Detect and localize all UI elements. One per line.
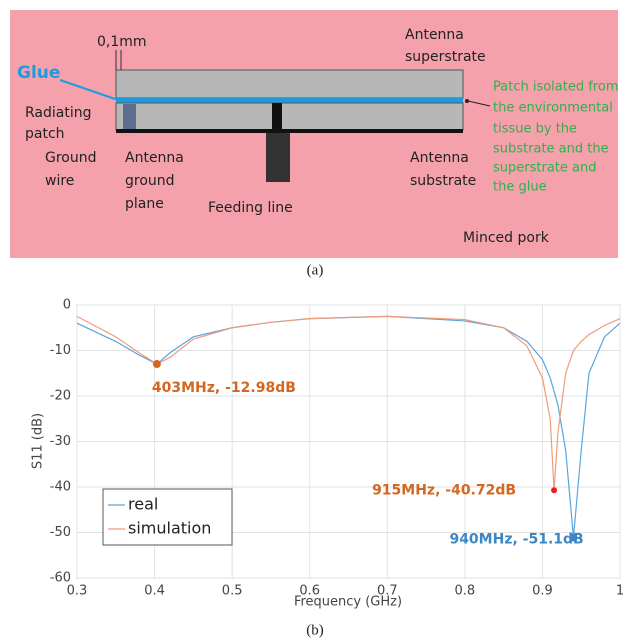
label: plane xyxy=(125,196,164,212)
x-tick-label: 0.9 xyxy=(532,584,553,599)
label: Radiating xyxy=(25,105,92,121)
y-tick-label: -20 xyxy=(50,389,71,404)
tissue-background xyxy=(10,10,618,258)
x-tick-label: 0.5 xyxy=(222,584,243,599)
y-tick-label: -10 xyxy=(50,343,71,358)
label: 0,1mm xyxy=(97,34,147,50)
ground-plane-shape xyxy=(116,129,463,133)
note: superstrate and xyxy=(493,161,596,176)
note: substrate and the xyxy=(493,142,609,157)
legend-box xyxy=(102,488,233,546)
legend-label: simulation xyxy=(128,519,211,538)
label: Feeding line xyxy=(208,200,293,216)
annotation-label: 940MHz, -51.1dB xyxy=(449,532,583,548)
glue-pointer xyxy=(59,79,119,101)
x-tick-label: 1 xyxy=(616,584,624,599)
caption: (b) xyxy=(306,622,324,638)
x-axis-label: Frequency (GHz) xyxy=(294,595,402,610)
substrate-layer xyxy=(115,102,464,131)
feeding-line-shape xyxy=(266,133,290,182)
note-arrow xyxy=(467,100,491,107)
y-tick-label: -40 xyxy=(50,480,71,495)
x-tick-label: 0.7 xyxy=(377,584,398,599)
label: ground xyxy=(125,173,175,189)
label: Glue xyxy=(17,63,60,83)
note: the glue xyxy=(493,180,547,195)
ground-wire-shape xyxy=(123,104,136,130)
annotation-label: 915MHz, -40.72dB xyxy=(372,482,516,498)
x-tick-label: 0.4 xyxy=(144,584,165,599)
x-tick-label: 0.6 xyxy=(299,584,320,599)
arrow-head xyxy=(465,99,469,103)
annotation-marker xyxy=(551,487,558,494)
label: wire xyxy=(45,173,74,189)
note: Patch isolated from xyxy=(493,80,619,95)
series-line xyxy=(76,315,621,491)
y-tick-label: -60 xyxy=(50,571,71,586)
label: Antenna xyxy=(125,150,184,166)
caption: (a) xyxy=(307,262,324,278)
annotation-marker xyxy=(569,533,578,542)
via xyxy=(272,103,282,130)
glue-layer xyxy=(116,98,463,103)
superstrate-layer xyxy=(115,69,464,99)
y-tick-label: -30 xyxy=(50,434,71,449)
label: Antenna xyxy=(410,150,469,166)
label: Minced pork xyxy=(463,230,550,246)
legend-label: real xyxy=(128,495,158,514)
label: substrate xyxy=(410,173,476,189)
label: Antenna xyxy=(405,27,464,43)
annotation-marker xyxy=(152,360,161,369)
y-axis-label: S11 (dB) xyxy=(31,413,46,469)
x-tick-label: 0.3 xyxy=(67,584,88,599)
annotation-label: 403MHz, -12.98dB xyxy=(152,380,296,396)
label: superstrate xyxy=(405,49,486,65)
x-tick-label: 0.8 xyxy=(455,584,476,599)
y-tick-label: 0 xyxy=(63,298,71,313)
note: tissue by the xyxy=(493,122,577,137)
note: the environmental xyxy=(493,101,613,116)
label: patch xyxy=(25,126,65,142)
y-tick-label: -50 xyxy=(50,525,71,540)
label: Ground xyxy=(45,150,97,166)
